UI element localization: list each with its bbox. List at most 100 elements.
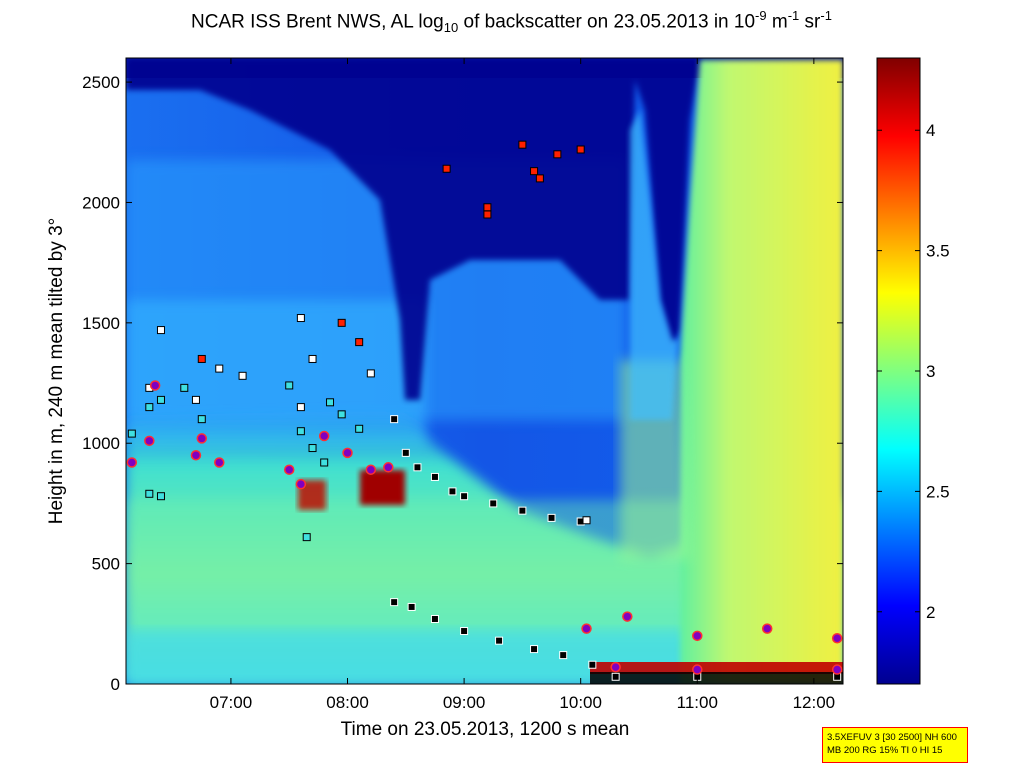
cyan-square-marker	[296, 427, 305, 436]
white-square-marker	[238, 371, 247, 380]
purple-circle-marker	[283, 464, 295, 475]
white-square-marker	[296, 314, 305, 323]
red-square-marker	[483, 203, 492, 212]
purple-circle-marker	[318, 430, 330, 442]
y-tick-label: 500	[92, 555, 120, 574]
black-square-marker	[448, 487, 457, 496]
x-axis-label: Time on 23.05.2013, 1200 s mean	[341, 719, 630, 740]
info-line-2: MB 200 RG 15% TI 0 HI 15	[827, 745, 943, 756]
cyan-square-marker	[355, 424, 364, 433]
red-square-marker	[337, 318, 346, 327]
chart-title: NCAR ISS Brent NWS, AL log10 of backscat…	[191, 8, 832, 36]
red-square-marker	[197, 354, 206, 363]
red-square-marker	[442, 164, 451, 173]
black-square-marker	[413, 463, 422, 472]
purple-circle-marker	[196, 433, 208, 444]
red-square-marker	[483, 210, 492, 219]
cyan-square-marker	[180, 383, 189, 392]
purple-circle-marker	[831, 633, 843, 644]
red-square-marker	[530, 167, 539, 176]
colorbar-tick-label: 3	[926, 362, 935, 381]
x-tick-label: 12:00	[793, 693, 836, 712]
red-square-marker	[355, 338, 364, 347]
red-square-marker	[576, 145, 585, 154]
cyan-square-marker	[197, 415, 206, 424]
purple-circle-marker	[144, 435, 155, 447]
black-square-marker	[495, 636, 504, 645]
purple-circle-marker	[342, 447, 353, 459]
y-axis: 0 500 1000 1500 2000 2500	[82, 73, 843, 694]
purple-circle-marker	[622, 611, 633, 622]
x-tick-label: 07:00	[210, 693, 253, 712]
colorbar-tick-label: 2.5	[926, 482, 950, 501]
black-square-marker	[559, 651, 568, 660]
y-tick-label: 1500	[82, 314, 120, 333]
white-square-marker	[308, 354, 317, 363]
white-square-marker	[366, 369, 375, 378]
purple-circle-marker	[383, 462, 394, 473]
cyan-square-marker	[127, 429, 136, 438]
x-tick-label: 11:00	[677, 693, 718, 712]
y-tick-label: 2000	[82, 193, 120, 212]
y-tick-label: 2500	[82, 73, 120, 92]
x-axis: 07:00 08:00 09:00 10:00 11:00 12:00	[210, 58, 835, 712]
colorbar-tick-label: 4	[926, 121, 935, 140]
purple-circle-marker	[831, 664, 843, 675]
cyan-square-marker	[145, 403, 154, 412]
black-square-marker	[489, 499, 498, 508]
backscatter-heatmap	[126, 58, 843, 684]
purple-circle-marker	[692, 630, 703, 642]
x-tick-label: 10:00	[559, 693, 602, 712]
cyan-square-marker	[326, 398, 335, 407]
cyan-square-marker	[145, 489, 154, 498]
purple-circle-marker	[610, 661, 621, 673]
black-square-marker	[530, 645, 539, 654]
white-square-marker	[582, 516, 591, 525]
cyan-square-marker	[337, 410, 346, 419]
white-square-marker	[215, 364, 224, 373]
colorbar-tick-label: 3.5	[926, 242, 950, 261]
purple-circle-marker	[149, 380, 161, 391]
purple-circle-marker	[365, 464, 377, 475]
white-square-marker	[296, 403, 305, 412]
info-line-1: 3.5XEFUV 3 [30 2500] NH 600	[827, 732, 957, 743]
marker-layer	[126, 140, 843, 681]
black-square-marker	[518, 506, 527, 515]
cyan-square-marker	[156, 492, 165, 501]
cyan-square-marker	[308, 444, 317, 453]
purple-circle-marker	[692, 664, 703, 675]
black-square-marker	[430, 472, 439, 481]
black-square-marker	[611, 672, 620, 681]
red-square-marker	[518, 140, 527, 149]
black-square-marker	[407, 602, 416, 611]
info-box: 3.5XEFUV 3 [30 2500] NH 600 MB 200 RG 15…	[822, 727, 968, 763]
white-square-marker	[191, 395, 200, 404]
black-square-marker	[547, 513, 556, 522]
colorbar	[877, 58, 920, 684]
black-square-marker	[460, 627, 469, 636]
plot-frame	[125, 57, 844, 685]
black-square-marker	[390, 598, 399, 607]
purple-circle-marker	[295, 478, 307, 490]
black-square-marker	[390, 415, 399, 424]
black-square-marker	[430, 614, 439, 623]
purple-circle-marker	[581, 623, 592, 634]
cyan-square-marker	[285, 381, 294, 390]
purple-circle-marker	[761, 623, 773, 634]
y-axis-label: Height in m, 240 m mean tilted by 3°	[46, 218, 67, 524]
purple-circle-marker	[214, 457, 225, 468]
black-square-marker	[588, 660, 597, 669]
red-square-marker	[553, 150, 562, 159]
colorbar-axis: 2 2.5 3 3.5 4	[877, 121, 950, 622]
black-square-marker	[401, 448, 410, 457]
black-square-marker	[460, 492, 469, 501]
cyan-square-marker	[302, 533, 311, 542]
x-tick-label: 08:00	[326, 693, 369, 712]
purple-circle-marker	[190, 450, 202, 461]
red-square-marker	[535, 174, 544, 183]
colorbar-tick-label: 2	[926, 603, 935, 622]
y-tick-label: 1000	[82, 434, 120, 453]
x-tick-label: 09:00	[443, 693, 486, 712]
white-square-marker	[156, 326, 165, 335]
